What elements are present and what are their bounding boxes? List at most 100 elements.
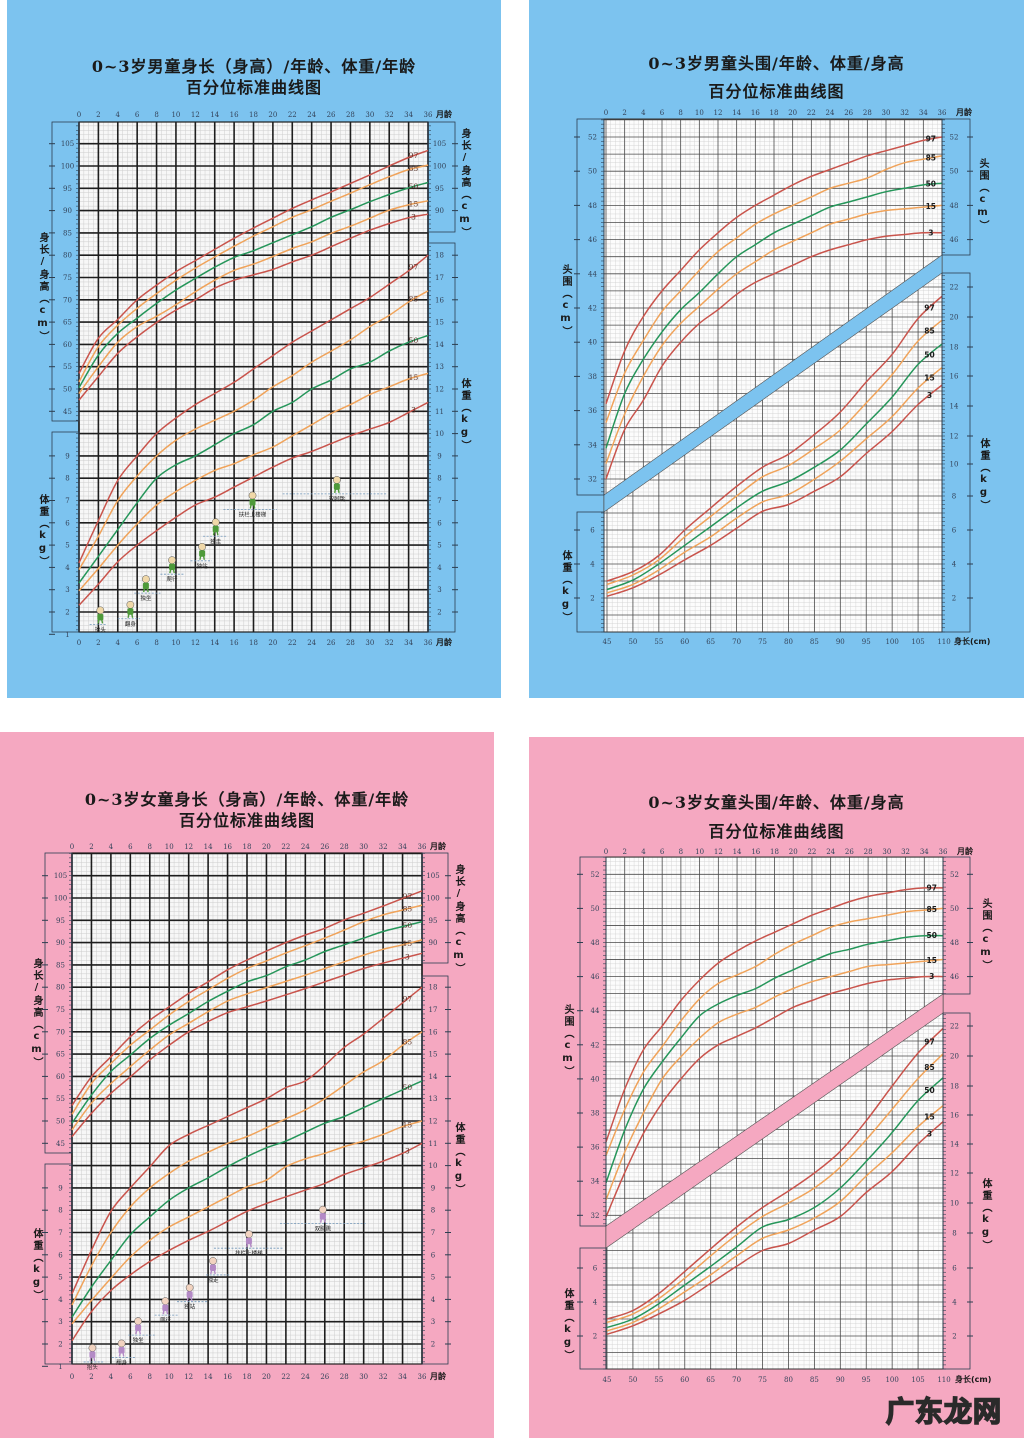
tick-label: 9 [431,1184,435,1192]
curve-height-p97 [71,890,423,1106]
tick-label: 6 [431,1251,436,1259]
child-figure-leg [146,588,149,593]
tick-label: 11 [429,1140,438,1148]
x-tick-label-bottom: 34 [404,639,413,647]
x-axis-title-length: 身长(cm) [955,1374,991,1384]
milestone: 独站 [177,1283,208,1311]
x-tick-label-length: 110 [937,1376,950,1384]
tick-label: 36 [591,1144,600,1152]
x-tick-label-month: 14 [732,109,741,117]
tick-label: 6 [437,519,442,527]
curve-weight-for-length-p85 [606,1052,943,1324]
tick-label: 6 [58,1251,63,1259]
x-tick-label-bottom: 30 [359,1373,368,1381]
tick-label: 3 [65,586,69,594]
x-tick-label-length: 45 [603,1376,612,1384]
child-figure-leg [216,531,219,536]
x-axis-title-top: 月龄 [429,841,447,851]
left-weight-axis [44,1163,73,1365]
child-figure-body [249,499,256,506]
x-tick-label-bottom: 24 [301,1373,310,1381]
x-tick-label-top: 4 [116,111,121,119]
x-tick-label-month: 14 [733,848,742,856]
x-axis-title-month: 月龄 [955,107,973,117]
x-tick-label-length: 110 [937,638,950,646]
x-tick-label-month: 16 [751,109,760,117]
tick-label: 52 [588,134,597,142]
minor-ticks [69,853,425,1363]
tick-label: 50 [950,905,959,913]
chart-title: 0~3岁男童身长（身高）/年龄、体重/年龄 [91,57,417,76]
percentile-label-3: 3 [411,212,416,221]
x-tick-label-top: 16 [223,843,232,851]
x-tick-label-length: 70 [732,638,741,646]
x-tick-label-top: 10 [165,843,174,851]
tick-label: 80 [63,252,72,260]
child-figure-body [209,1264,216,1271]
milestone-label: 爬行 [167,575,179,583]
x-axis-title-month: 月龄 [956,846,974,856]
tick-label: 18 [950,344,959,352]
left-weight-axis [579,1247,607,1370]
tick-label: 16 [429,1028,438,1036]
y-axis-label-right-weight: 体重（kg） [978,438,989,512]
percentile-label-weight-3: 3 [927,1129,932,1138]
x-tick-label-bottom: 4 [116,639,121,647]
curve-weight-p97 [78,254,429,564]
x-tick-label-month: 28 [864,848,873,856]
tick-label: 60 [63,341,72,349]
x-tick-label-length: 75 [758,638,767,646]
tick-label: 5 [65,542,69,550]
milestone: 爬行 [160,556,185,583]
x-tick-label-bottom: 14 [210,639,219,647]
percentile-label-weight-50: 50 [924,350,934,359]
tick-label: 75 [56,1006,65,1014]
milestone: 爬行 [154,1297,179,1324]
major-grid [78,122,429,632]
child-figure-body [162,1304,169,1312]
x-tick-label-bottom: 32 [379,1373,388,1381]
child-figure-leg [213,1270,216,1275]
curve-weight-for-length-p15 [606,1104,943,1332]
milestone: 翻身 [117,600,141,628]
tick-label: 105 [426,872,439,880]
milestone: 抬头 [89,606,108,633]
x-tick-label-bottom: 28 [346,639,355,647]
tick-label: 44 [591,1007,600,1015]
milestone-label: 独站 [197,562,209,570]
tick-label: 20 [950,1053,959,1061]
tick-label: 13 [435,363,444,371]
tick-label: 10 [429,1162,438,1170]
child-figure-leg [319,1219,323,1223]
x-tick-label-month: 8 [678,109,682,117]
tick-label: 2 [952,595,956,603]
x-tick-label-month: 30 [882,848,891,856]
tick-label: 4 [593,1299,598,1307]
tick-label: 95 [63,185,72,193]
tick-label: 34 [591,1178,600,1186]
child-figure-icon [96,606,105,615]
milestone-label: 独站 [184,1303,196,1311]
x-tick-label-top: 0 [77,111,81,119]
x-tick-label-length: 90 [836,638,845,646]
curve-weight-for-length-p15 [606,365,942,594]
x-tick-label-length: 100 [885,1376,898,1384]
percentile-label-50: 50 [403,921,413,930]
head-curves [605,136,942,480]
axis-strips: 3234363840424446485052246464850522468101… [574,118,973,633]
tick-label: 34 [588,441,597,449]
milestone-label: 双脚跳 [315,1225,332,1233]
x-tick-label-bottom: 26 [327,639,336,647]
tick-label: 100 [433,163,446,171]
tick-label: 48 [950,202,959,210]
tick-label: 4 [590,561,595,569]
percentile-label-head-85: 85 [927,905,937,914]
x-tick-label-top: 18 [243,843,252,851]
milestone-label: 扶栏上楼梯 [239,511,267,519]
x-tick-label-top: 4 [109,843,114,851]
x-tick-label-top: 14 [204,843,213,851]
percentile-label-weight-50: 50 [924,1086,934,1095]
x-tick-label-top: 14 [210,111,219,119]
x-tick-label-month: 32 [901,848,910,856]
